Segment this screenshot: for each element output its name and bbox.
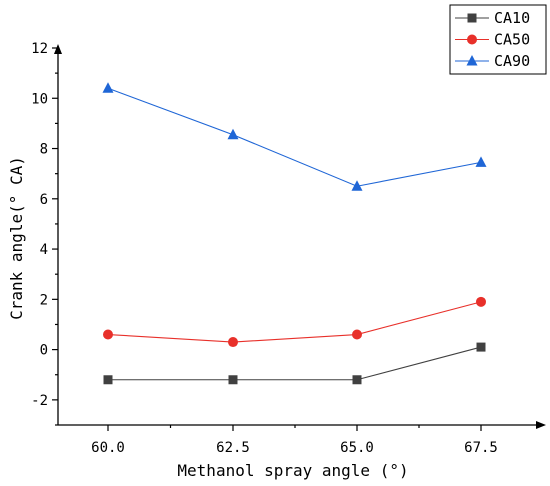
legend-marker-ca50 — [467, 34, 477, 45]
legend-label-ca90: CA90 — [494, 52, 530, 70]
series-line-ca10 — [108, 346, 482, 381]
legend-label-ca50: CA50 — [494, 31, 530, 49]
series-line-ca50 — [107, 301, 482, 343]
point-ca10 — [228, 375, 238, 385]
point-ca50 — [228, 337, 238, 348]
x-axis-arrow-icon — [536, 421, 546, 429]
series-line-ca90 — [107, 87, 482, 187]
y-tick-label: 10 — [31, 91, 48, 107]
y-tick-label: 4 — [40, 242, 48, 258]
y-tick-label: 12 — [31, 41, 48, 57]
point-ca90 — [351, 180, 363, 191]
y-axis-title: Crank angle(° CA) — [7, 156, 26, 320]
y-tick-label: 6 — [40, 192, 48, 208]
x-axis-title: Methanol spray angle (°) — [177, 461, 408, 480]
point-ca10 — [476, 342, 486, 352]
y-tick-label: 0 — [40, 343, 48, 359]
point-ca90 — [102, 82, 114, 93]
point-ca50 — [103, 329, 113, 340]
x-tick-label: 67.5 — [464, 440, 498, 456]
point-ca50 — [352, 329, 362, 340]
legend-marker-ca10 — [467, 13, 477, 23]
point-ca10 — [352, 375, 362, 385]
x-tick-label: 65.0 — [340, 440, 374, 456]
y-tick-label: 2 — [40, 292, 48, 308]
point-ca90 — [227, 128, 239, 140]
x-tick-label: 62.5 — [216, 440, 250, 456]
legend-label-ca10: CA10 — [494, 9, 530, 27]
legend-marker-ca90 — [466, 55, 478, 66]
y-tick-label: 8 — [40, 142, 48, 158]
x-tick-label: 60.0 — [91, 440, 125, 456]
point-ca90 — [475, 156, 487, 167]
y-tick-label: -2 — [31, 393, 48, 409]
point-ca50 — [476, 296, 486, 307]
y-axis-arrow-icon — [54, 44, 62, 54]
legend: CA10 CA50 CA90 — [449, 4, 547, 75]
point-ca10 — [103, 375, 113, 385]
